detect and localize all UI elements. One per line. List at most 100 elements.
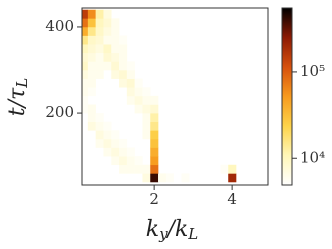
heatmap-cell xyxy=(103,18,112,28)
heatmap-cell xyxy=(220,164,229,174)
heatmap-cell xyxy=(150,130,159,140)
heatmap-cell xyxy=(82,9,89,19)
heatmap-cell xyxy=(87,70,96,79)
heatmap-cell xyxy=(119,44,128,54)
heatmap-cell xyxy=(111,61,120,71)
x-label-part: k xyxy=(146,217,159,242)
heatmap-cell xyxy=(87,44,96,54)
heatmap-cell xyxy=(150,147,159,157)
heatmap-cell xyxy=(87,121,96,131)
heatmap-cell xyxy=(142,164,151,174)
heatmap-cell xyxy=(150,104,159,114)
heatmap-cell xyxy=(87,9,96,19)
heatmap-cell xyxy=(142,104,151,114)
heatmap-cell xyxy=(103,9,112,19)
heatmap-cell xyxy=(103,61,112,71)
heatmap-cell xyxy=(126,61,135,71)
x-axis-label: ky/kL xyxy=(146,217,199,243)
heatmap-cell xyxy=(126,87,135,97)
heatmap-cell xyxy=(150,173,159,183)
heatmap-cell xyxy=(82,78,89,88)
heatmap-cell xyxy=(87,87,96,97)
heatmap-cell xyxy=(82,95,89,105)
heatmap-cell xyxy=(119,147,128,157)
heatmap-cell xyxy=(134,78,143,88)
heatmap-cell xyxy=(95,44,104,54)
heatmap-cell xyxy=(87,78,96,88)
heatmap-cell xyxy=(95,35,104,45)
heatmap-cell xyxy=(82,18,89,28)
heatmap-cell xyxy=(150,156,159,166)
heatmap-cell xyxy=(119,78,128,88)
heatmap-cell xyxy=(111,156,120,166)
heatmap-cell xyxy=(111,35,120,45)
heatmap-cell xyxy=(142,121,151,131)
heatmap-cell xyxy=(103,26,112,36)
heatmap-cell xyxy=(111,70,120,79)
heatmap-cell xyxy=(134,164,143,174)
heatmap-cell xyxy=(150,121,159,131)
heatmap-cell xyxy=(126,70,135,79)
heatmap-cell xyxy=(150,164,159,174)
heatmap-cell xyxy=(134,104,143,114)
heatmap-cell xyxy=(103,35,112,45)
heatmap-cell xyxy=(111,52,120,62)
heatmap-cell xyxy=(134,156,143,166)
y-label-part: t/τ xyxy=(5,87,30,116)
heatmap-cell xyxy=(82,104,89,114)
heatmap-cell xyxy=(126,95,135,105)
heatmap-cell xyxy=(103,147,112,157)
heatmap-cell xyxy=(119,70,128,79)
heatmap-cell xyxy=(87,61,96,71)
heatmap-cell xyxy=(95,61,104,71)
heatmap-cell xyxy=(95,130,104,140)
heatmap-cell xyxy=(87,104,96,114)
heatmap-cell xyxy=(119,61,128,71)
heatmap-cell xyxy=(119,164,128,174)
heatmap-cell xyxy=(87,18,96,28)
heatmap-cell xyxy=(103,52,112,62)
heatmap-cell xyxy=(111,130,120,140)
heatmap-cell xyxy=(87,52,96,62)
heatmap-cell xyxy=(82,52,89,62)
heatmap-cell xyxy=(119,52,128,62)
heatmap-cell xyxy=(103,130,112,140)
colorbar xyxy=(281,7,293,186)
heatmap-cell xyxy=(228,173,237,183)
heatmap-cell xyxy=(95,26,104,36)
heatmap-cell xyxy=(82,70,89,79)
y-label-sub: L xyxy=(13,78,31,89)
heatmap-cell xyxy=(158,173,167,183)
colorbar-tick-label: 10⁵ xyxy=(300,62,325,80)
heatmap-cell xyxy=(142,95,151,105)
heatmap-cell xyxy=(126,164,135,174)
heatmap-cell xyxy=(119,35,128,45)
heatmap-cell xyxy=(119,138,128,148)
y-tick-label: 400 xyxy=(45,17,74,35)
heatmap-cell xyxy=(87,26,96,36)
heatmap xyxy=(82,9,237,183)
heatmap-cell xyxy=(165,173,174,183)
heatmap-cell xyxy=(150,138,159,148)
heatmap-cell xyxy=(95,138,104,148)
heatmap-cell xyxy=(95,18,104,28)
heatmap-cell xyxy=(142,113,151,122)
plot-frame xyxy=(81,7,269,186)
heatmap-cell xyxy=(142,130,151,140)
heatmap-cell xyxy=(126,78,135,88)
heatmap-cell xyxy=(82,44,89,54)
heatmap-cell xyxy=(150,113,159,122)
heatmap-cell xyxy=(134,95,143,105)
heatmap-cell xyxy=(95,9,104,19)
heatmap-cell xyxy=(111,44,120,54)
heatmap-cell xyxy=(82,35,89,45)
heatmap-cell xyxy=(134,87,143,97)
colorbar-tick-label: 10⁴ xyxy=(300,148,325,166)
heatmap-cell xyxy=(111,138,120,148)
heatmap-cell xyxy=(111,147,120,157)
heatmap-cell xyxy=(103,44,112,54)
heatmap-cell xyxy=(82,87,89,97)
x-tick-label: 4 xyxy=(227,190,237,208)
